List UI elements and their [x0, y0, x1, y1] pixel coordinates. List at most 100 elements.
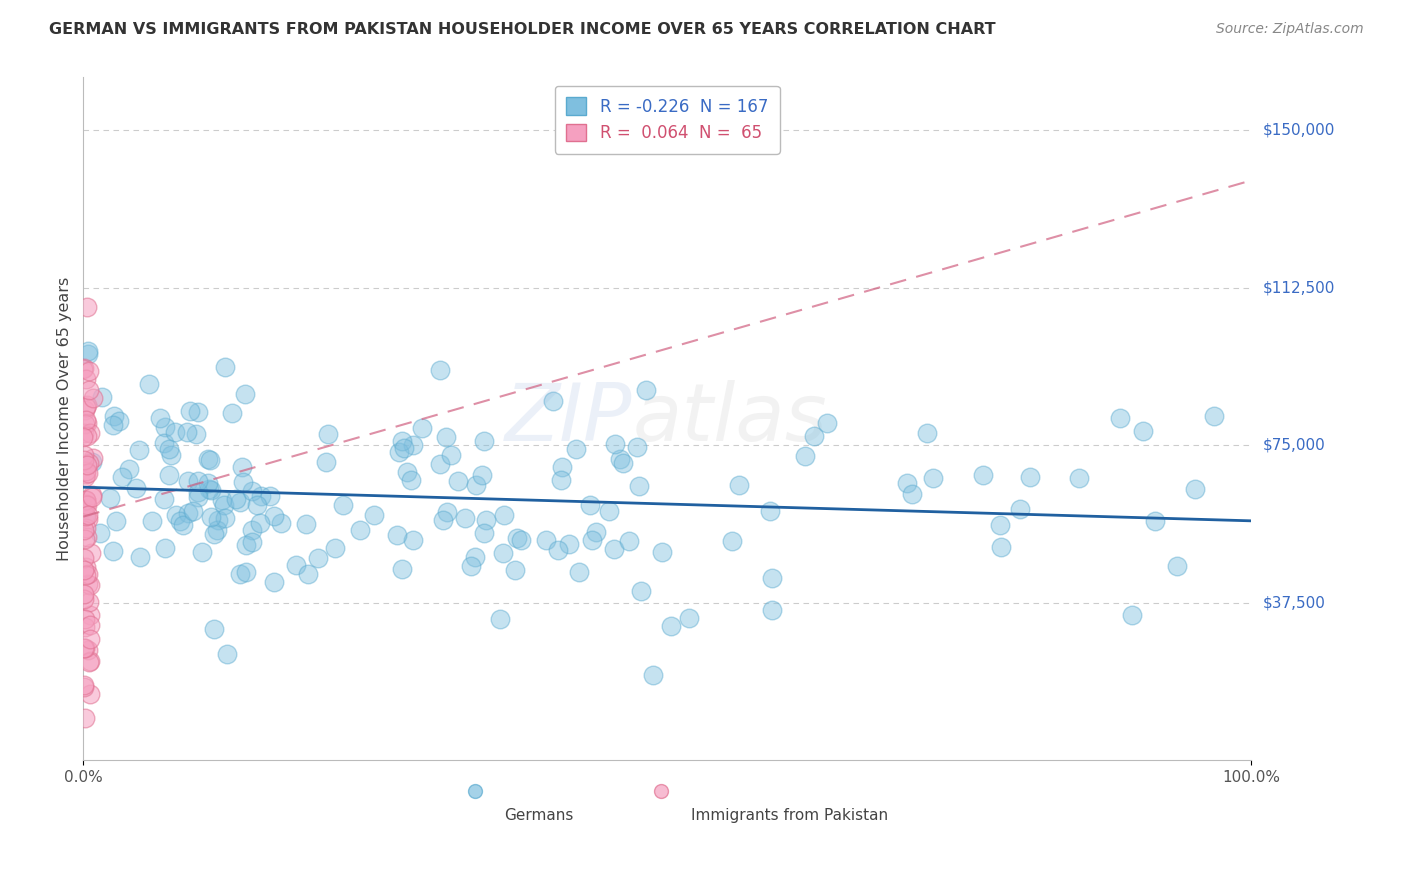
Point — [75, 402, 97, 417]
Point — [471, 468, 494, 483]
Point — [73, 425, 96, 440]
Point — [73, 470, 96, 484]
Point — [75, 493, 97, 508]
Point — [221, 406, 243, 420]
Point — [77, 595, 100, 609]
Point — [82, 455, 104, 469]
Point — [77, 466, 100, 480]
Point — [643, 667, 665, 681]
Point — [229, 567, 252, 582]
Point — [547, 543, 569, 558]
Point — [402, 438, 425, 452]
Point — [108, 414, 131, 428]
Point — [392, 441, 415, 455]
Text: Source: ZipAtlas.com: Source: ZipAtlas.com — [1216, 22, 1364, 37]
Text: Immigrants from Pakistan: Immigrants from Pakistan — [690, 808, 887, 823]
Point — [1008, 501, 1031, 516]
Point — [214, 359, 236, 374]
Point — [73, 611, 96, 625]
Point — [198, 482, 221, 496]
Point — [79, 654, 101, 668]
Point — [77, 656, 100, 670]
Point — [225, 492, 247, 507]
Point — [214, 510, 236, 524]
Point — [75, 567, 97, 582]
Point — [198, 453, 221, 467]
Point — [270, 516, 292, 530]
Point — [240, 524, 263, 538]
Point — [128, 442, 150, 457]
Point — [447, 474, 470, 488]
Point — [187, 485, 209, 500]
Point — [77, 384, 100, 398]
Point — [197, 452, 219, 467]
Point — [249, 489, 271, 503]
Point — [79, 618, 101, 632]
Point — [720, 534, 742, 549]
Point — [169, 514, 191, 528]
Point — [76, 508, 98, 522]
Text: $75,000: $75,000 — [1263, 438, 1324, 452]
Point — [187, 490, 209, 504]
Point — [1166, 558, 1188, 573]
Point — [551, 460, 574, 475]
Point — [558, 537, 581, 551]
Point — [200, 483, 222, 498]
Point — [75, 413, 97, 427]
Point — [82, 451, 104, 466]
Text: GERMAN VS IMMIGRANTS FROM PAKISTAN HOUSEHOLDER INCOME OVER 65 YEARS CORRELATION : GERMAN VS IMMIGRANTS FROM PAKISTAN HOUSE… — [49, 22, 995, 37]
Point — [153, 436, 176, 450]
Point — [207, 513, 229, 527]
Point — [395, 466, 418, 480]
Point — [79, 578, 101, 592]
Point — [79, 632, 101, 646]
Point — [75, 493, 97, 508]
Point — [630, 583, 652, 598]
Point — [155, 419, 177, 434]
Point — [79, 364, 101, 378]
Point — [79, 607, 101, 622]
Point — [541, 393, 564, 408]
Point — [141, 514, 163, 528]
Point — [307, 550, 329, 565]
Point — [598, 503, 620, 517]
Point — [73, 678, 96, 692]
Point — [202, 527, 225, 541]
Point — [297, 566, 319, 581]
Point — [1204, 409, 1226, 423]
Point — [636, 383, 658, 397]
Point — [626, 440, 648, 454]
Point — [609, 451, 631, 466]
Point — [295, 517, 318, 532]
Point — [1108, 410, 1130, 425]
Point — [917, 425, 939, 440]
Point — [896, 476, 918, 491]
Point — [233, 387, 256, 401]
Point — [901, 487, 924, 501]
Point — [80, 546, 103, 560]
Point — [1067, 471, 1090, 485]
Point — [191, 545, 214, 559]
Point — [160, 448, 183, 462]
Point — [76, 428, 98, 442]
Point — [585, 525, 607, 540]
Point — [440, 448, 463, 462]
Point — [401, 473, 423, 487]
Point — [124, 481, 146, 495]
Point — [73, 563, 96, 577]
Point — [728, 478, 751, 492]
Point — [259, 489, 281, 503]
Point — [650, 753, 672, 767]
Point — [73, 501, 96, 516]
Point — [316, 426, 339, 441]
Point — [249, 516, 271, 531]
Point — [988, 517, 1011, 532]
Point — [565, 442, 588, 457]
Point — [117, 461, 139, 475]
Point — [429, 457, 451, 471]
Point — [460, 558, 482, 573]
Point — [200, 510, 222, 524]
Point — [103, 417, 125, 432]
Point — [176, 506, 198, 520]
Point — [187, 474, 209, 488]
